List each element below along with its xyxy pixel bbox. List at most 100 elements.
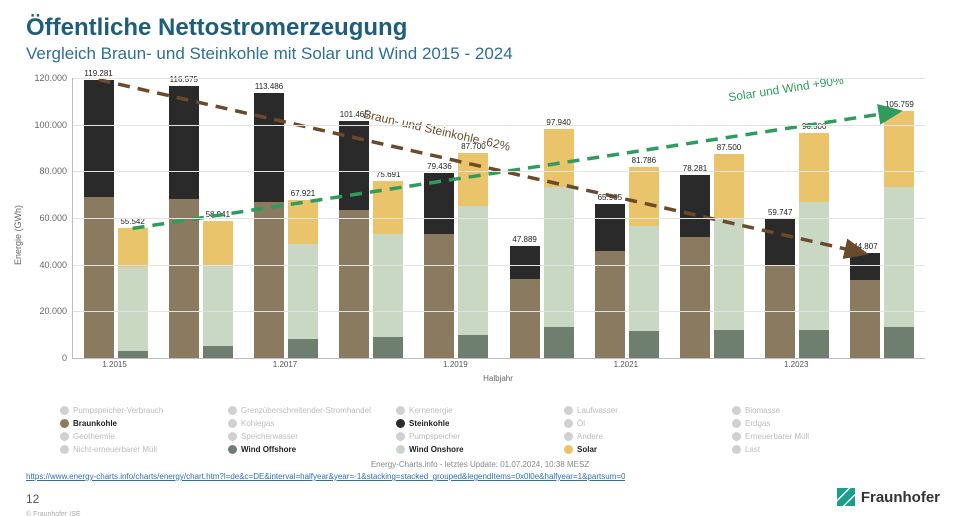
legend-item[interactable]: Biomasse bbox=[732, 404, 900, 417]
x-axis-label: Halbjahr bbox=[72, 374, 924, 383]
bar-segment-wind_offshore bbox=[544, 327, 574, 359]
legend-label: Öl bbox=[577, 419, 585, 428]
bar-total-label: 87.700 bbox=[461, 142, 485, 153]
legend-item[interactable]: Wind Onshore bbox=[396, 443, 564, 456]
legend-swatch-icon bbox=[60, 445, 69, 454]
legend-label: Erdgas bbox=[745, 419, 770, 428]
bar-segment-braunkohle bbox=[680, 237, 710, 358]
bar-total-label: 105.759 bbox=[885, 100, 914, 111]
bar-segment-steinkohle bbox=[680, 175, 710, 236]
renew-bar: 97.940 bbox=[544, 129, 574, 358]
legend-item[interactable]: Kernenergie bbox=[396, 404, 564, 417]
bar-segment-braunkohle bbox=[84, 197, 114, 358]
legend-item[interactable]: Wind Offshore bbox=[228, 443, 396, 456]
bar-segment-wind_offshore bbox=[884, 327, 914, 359]
y-tick: 100.000 bbox=[34, 120, 73, 130]
bar-segment-braunkohle bbox=[169, 199, 199, 358]
bar-segment-wind_offshore bbox=[714, 330, 744, 358]
gridline bbox=[73, 171, 925, 172]
legend-item[interactable]: Laufwasser bbox=[564, 404, 732, 417]
bar-segment-wind_onshore bbox=[458, 206, 488, 334]
bar-total-label: 113.486 bbox=[255, 82, 283, 93]
legend-item[interactable]: Öl bbox=[564, 417, 732, 430]
bar-segment-solar bbox=[714, 154, 744, 219]
legend-swatch-icon bbox=[228, 406, 237, 415]
bar-total-label: 44.807 bbox=[853, 242, 877, 253]
legend-item[interactable]: Kohlegas bbox=[228, 417, 396, 430]
legend-item[interactable]: Erdgas bbox=[732, 417, 900, 430]
bar-segment-wind_offshore bbox=[118, 351, 148, 358]
bar-segment-braunkohle bbox=[510, 279, 540, 358]
page-number: 12 bbox=[26, 492, 39, 506]
x-tick: 1.2017 bbox=[242, 360, 327, 369]
bar-segment-solar bbox=[544, 129, 574, 186]
bar-total-label: 47.889 bbox=[512, 235, 536, 246]
bar-segment-wind_onshore bbox=[288, 244, 318, 339]
bar-segment-steinkohle bbox=[765, 219, 795, 265]
copyright: © Fraunhofer ISE bbox=[26, 511, 81, 516]
bar-segment-steinkohle bbox=[424, 173, 454, 235]
renew-bar: 87.500 bbox=[714, 154, 744, 358]
y-tick: 20.000 bbox=[39, 306, 73, 316]
legend-swatch-icon bbox=[732, 432, 741, 441]
gridline bbox=[73, 265, 925, 266]
bar-segment-solar bbox=[288, 200, 318, 244]
legend-label: Biomasse bbox=[745, 406, 780, 415]
legend-item[interactable]: Speicherwasser bbox=[228, 430, 396, 443]
y-tick: 120.000 bbox=[34, 73, 73, 83]
x-axis: 1.20151.20171.20191.20211.2023 bbox=[72, 360, 924, 369]
renew-bar: 87.700 bbox=[458, 153, 488, 358]
legend-swatch-icon bbox=[396, 406, 405, 415]
legend-item[interactable]: Nicht-erneuerbarer Müll bbox=[60, 443, 228, 456]
bar-total-label: 65.965 bbox=[598, 193, 622, 204]
legend-item[interactable]: Solar bbox=[564, 443, 732, 456]
source-url[interactable]: https://www.energy-charts.info/charts/en… bbox=[26, 472, 625, 481]
credit-line: Energy-Charts.info - letztes Update: 01.… bbox=[60, 460, 900, 469]
renew-bar: 58.941 bbox=[203, 221, 233, 359]
legend-item[interactable]: Geothermie bbox=[60, 430, 228, 443]
bar-total-label: 96.500 bbox=[802, 122, 826, 133]
bar-segment-wind_offshore bbox=[799, 330, 829, 358]
legend-item[interactable]: Last bbox=[732, 443, 900, 456]
bar-segment-wind_onshore bbox=[629, 226, 659, 331]
legend-item[interactable]: Andere bbox=[564, 430, 732, 443]
legend-item[interactable]: Steinkohle bbox=[396, 417, 564, 430]
legend-label: Pumpspeicher-Verbrauch bbox=[73, 406, 163, 415]
legend-swatch-icon bbox=[396, 419, 405, 428]
legend-label: Pumpspeicher bbox=[409, 432, 460, 441]
bar-segment-wind_onshore bbox=[544, 187, 574, 327]
plot-area: 119.28155.542116.57558.941113.48667.9211… bbox=[72, 78, 925, 359]
legend-swatch-icon bbox=[564, 445, 573, 454]
coal-bar: 113.486 bbox=[254, 93, 284, 358]
legend-item[interactable]: Grenzüberschreitender-Stromhandel bbox=[228, 404, 396, 417]
bar-segment-solar bbox=[203, 221, 233, 265]
legend-label: Grenzüberschreitender-Stromhandel bbox=[241, 406, 371, 415]
legend-swatch-icon bbox=[60, 419, 69, 428]
legend-label: Kohlegas bbox=[241, 419, 274, 428]
legend-item[interactable]: Braunkohle bbox=[60, 417, 228, 430]
legend-label: Last bbox=[745, 445, 760, 454]
legend-swatch-icon bbox=[228, 419, 237, 428]
page-title: Öffentliche Nettostromerzeugung bbox=[26, 14, 934, 42]
legend-item[interactable]: Pumpspeicher-Verbrauch bbox=[60, 404, 228, 417]
bar-segment-steinkohle bbox=[339, 121, 369, 210]
bar-total-label: 87.500 bbox=[717, 143, 741, 154]
legend: Pumpspeicher-Verbrauch Grenzüberschreiten… bbox=[60, 404, 900, 456]
x-tick: 1.2023 bbox=[754, 360, 839, 369]
legend-swatch-icon bbox=[396, 445, 405, 454]
bar-total-label: 55.542 bbox=[120, 217, 144, 228]
legend-swatch-icon bbox=[732, 445, 741, 454]
bar-segment-braunkohle bbox=[850, 280, 880, 358]
fraunhofer-logo: Fraunhofer bbox=[837, 488, 940, 506]
bar-segment-solar bbox=[458, 153, 488, 206]
legend-swatch-icon bbox=[60, 406, 69, 415]
bar-segment-wind_offshore bbox=[629, 331, 659, 358]
legend-item[interactable]: Pumpspeicher bbox=[396, 430, 564, 443]
x-tick bbox=[328, 360, 413, 369]
bar-segment-steinkohle bbox=[169, 86, 199, 199]
coal-bar: 116.575 bbox=[169, 86, 199, 358]
legend-swatch-icon bbox=[732, 406, 741, 415]
bar-segment-wind_offshore bbox=[203, 346, 233, 358]
bar-segment-wind_onshore bbox=[373, 234, 403, 337]
legend-item[interactable]: Erneuerbarer Müll bbox=[732, 430, 900, 443]
